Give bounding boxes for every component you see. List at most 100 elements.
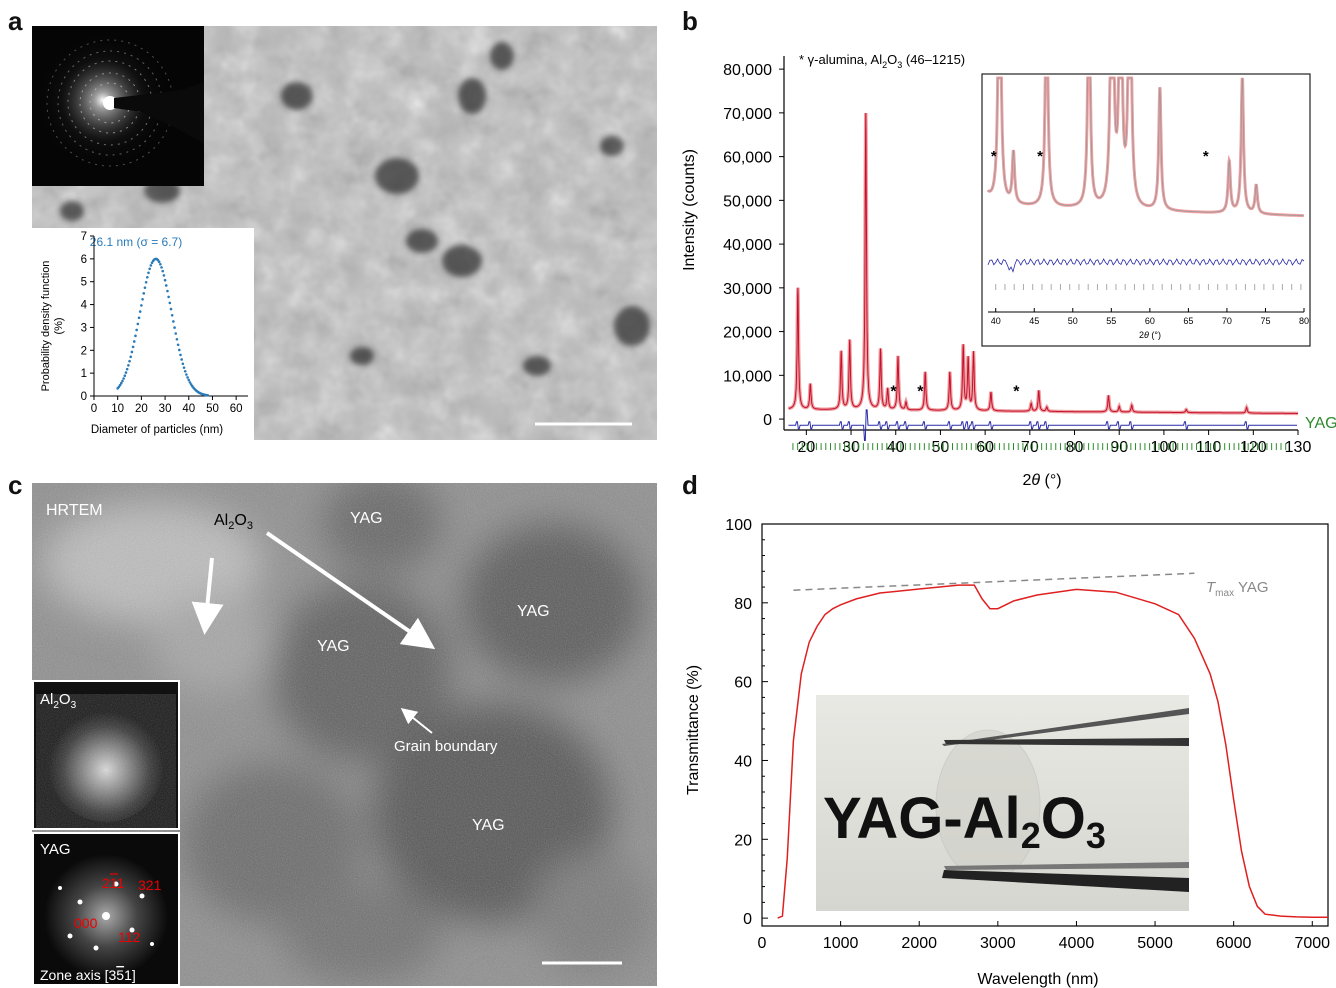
trans-ytick-label: 80 — [734, 596, 752, 613]
xrd-annotation-sub3: 3 — [897, 60, 902, 70]
gauss-ytick-label: 1 — [81, 368, 87, 380]
saed-pattern-image — [32, 26, 204, 186]
al2o3-label-sub3: 3 — [247, 520, 253, 532]
xrd-inset-asterisk: * — [1037, 148, 1043, 165]
spot-321: 321 — [138, 877, 162, 893]
gauss-point — [174, 332, 178, 335]
gauss-point — [159, 262, 162, 266]
xrd-inset-frame — [981, 73, 1311, 347]
fft-inset-al2o3: Al2O3 — [32, 680, 180, 830]
gauss-point — [123, 374, 127, 378]
fft-yag-image: YAG 211 321 000 112 Zone axis [351] — [40, 841, 168, 983]
yag-label-4: YAG — [472, 817, 505, 834]
gauss-ylabel-line2: (%) — [53, 317, 65, 334]
gauss-point — [129, 355, 133, 359]
gauss-point — [144, 280, 148, 284]
xrd-ytick-label: 60,000 — [723, 150, 772, 167]
xrd-xtick-label: 130 — [1285, 439, 1312, 456]
trans-xlabel: Wavelength (nm) — [977, 971, 1098, 988]
xrd-ylabel: Intensity (counts) — [681, 149, 698, 271]
gauss-ylabel-line1: Probability density function — [40, 261, 52, 392]
gauss-point — [172, 320, 175, 323]
xrd-inset-xlabel: 2θ (°) — [1139, 330, 1161, 340]
gauss-point — [168, 301, 172, 305]
sample-photo-text: YAG-Al2O3 — [823, 786, 1106, 856]
xrd-inset-xlabel-2: 2 — [1139, 330, 1144, 340]
al2o3-label: Al2O3 — [214, 512, 253, 532]
gauss-point — [182, 366, 186, 369]
xrd-ytick-label: 20,000 — [723, 325, 772, 342]
xrd-inset-xtick-label: 40 — [991, 316, 1001, 326]
gauss-point — [181, 362, 185, 366]
fft-al2o3-image: Al2O3 — [40, 691, 164, 822]
gauss-point — [132, 340, 136, 343]
xrd-xlabel: 2θ (°) — [1022, 472, 1061, 489]
zone-axis-part3: 1] — [124, 967, 136, 983]
xrd-ytick-label: 30,000 — [723, 281, 772, 298]
gauss-point — [147, 271, 150, 275]
xrd-inset-xtick-label: 65 — [1183, 316, 1193, 326]
fft-yag-label: YAG — [40, 841, 71, 858]
panel-letter-a: a — [8, 6, 23, 36]
gauss-point — [141, 297, 144, 301]
sample-photo: YAG-Al2O3 — [816, 695, 1189, 911]
yag-label-3: YAG — [317, 638, 350, 655]
tmax-dashed-line — [793, 572, 1195, 591]
gauss-point — [143, 286, 147, 289]
gauss-point — [130, 350, 134, 354]
gauss-point — [146, 275, 149, 279]
xrd-inset-xtick-label: 50 — [1068, 316, 1078, 326]
tmax-label-t: T — [1206, 579, 1217, 596]
photo-text-o: O — [1041, 786, 1086, 851]
gauss-point — [160, 266, 163, 269]
gauss-point — [169, 307, 173, 311]
gauss-ytick-label: 4 — [81, 300, 88, 312]
gauss-point — [206, 394, 210, 397]
al2o3-arrow-2 — [265, 531, 436, 650]
gauss-point — [179, 353, 182, 357]
tmax-label-yag: YAG — [1234, 579, 1268, 596]
trans-ytick-label: 100 — [725, 517, 752, 534]
yag-label-1: YAG — [350, 510, 383, 527]
zone-axis-part1: Zone axis [3 — [40, 967, 116, 983]
trans-ytick-label: 0 — [743, 911, 752, 928]
xrd-asterisk: * — [890, 383, 897, 400]
gauss-point — [134, 334, 137, 338]
gauss-xlabel: Diameter of particles (nm) — [91, 424, 223, 436]
gauss-point — [137, 316, 141, 320]
fft-al2o3-sub2: 2 — [53, 700, 59, 711]
zone-axis-bar5: 5 — [116, 967, 124, 983]
al2o3-arrow-1 — [191, 557, 224, 635]
gauss-point — [127, 364, 130, 367]
trans-xtick-label: 0 — [758, 935, 767, 952]
gauss-point — [128, 359, 131, 363]
fft-al2o3-label: Al2O3 — [40, 691, 77, 711]
transmittance-chart: YAG-Al2O3 0 1000 2000 3000 4000 5000 6000 7000 0… — [685, 517, 1330, 988]
tmax-label: Tmax YAG — [1206, 579, 1269, 599]
gauss-point — [173, 326, 176, 329]
saed-pattern-inset — [32, 26, 204, 186]
xrd-annotation-part1: * γ-alumina, Al — [799, 52, 882, 67]
xrd-inset-asterisk: * — [991, 148, 997, 165]
panel-letter-c: c — [8, 470, 23, 500]
fft-inset-yag: YAG 211 321 000 112 Zone axis [351] — [32, 832, 180, 986]
gauss-point — [138, 310, 142, 313]
gauss-point — [187, 378, 191, 382]
gauss-point — [125, 367, 129, 371]
gauss-point — [176, 343, 180, 347]
xrd-inset-xtick-label: 80 — [1299, 316, 1309, 326]
panel-letter-d: d — [682, 470, 698, 500]
grain-boundary-arrow — [400, 708, 433, 734]
xrd-xlabel-2: 2 — [1022, 472, 1031, 489]
xrd-inset-xlabel-unit: (°) — [1149, 330, 1161, 340]
xrd-inset-xtick-label: 75 — [1260, 316, 1270, 326]
xrd-inset-xtick-label: 45 — [1029, 316, 1039, 326]
trans-xtick-label: 7000 — [1294, 935, 1330, 952]
gauss-point — [118, 383, 122, 387]
xrd-ytick-label: 50,000 — [723, 193, 772, 210]
photo-text-sub2: 2 — [1021, 815, 1041, 856]
gauss-point — [175, 337, 179, 341]
panel-letter-b: b — [682, 6, 698, 36]
zone-axis-label: Zone axis [351] — [40, 967, 136, 983]
gauss-point — [131, 345, 135, 349]
